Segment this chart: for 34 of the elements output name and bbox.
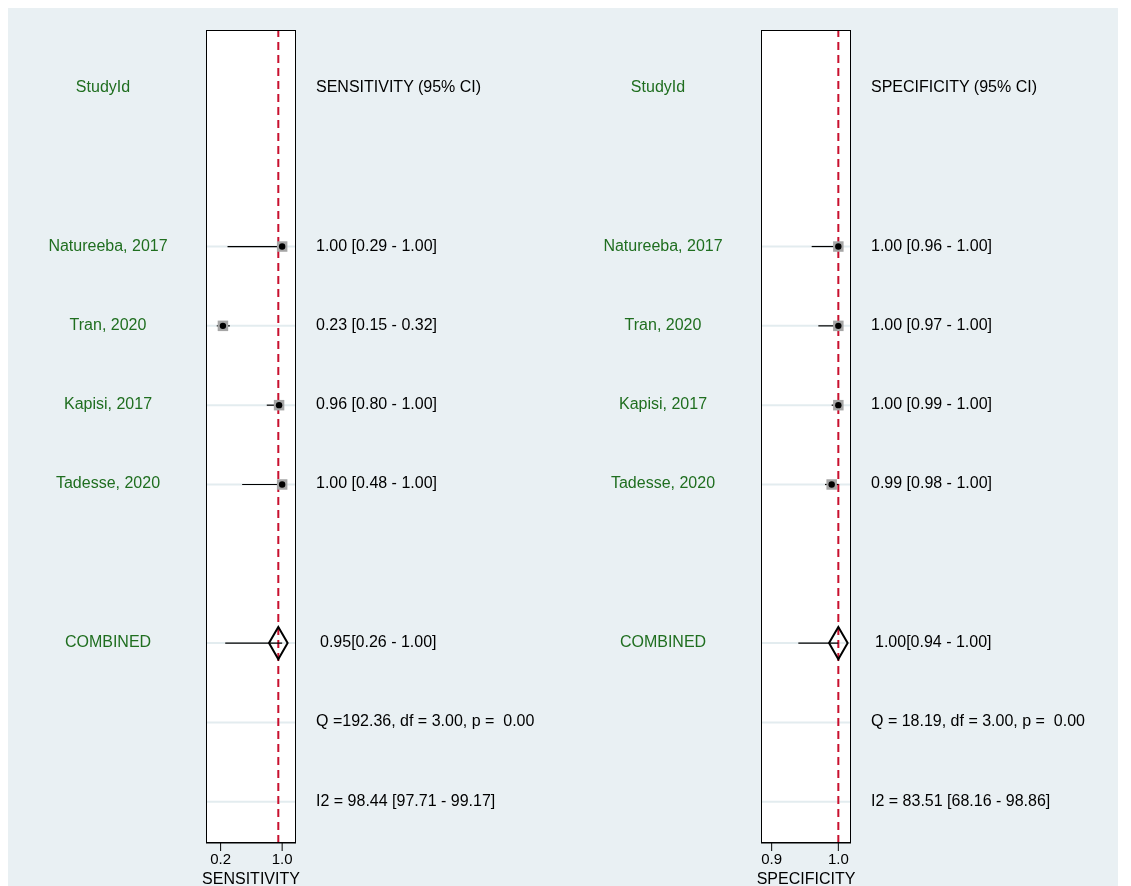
- y-tick-label: Kapisi, 2017: [62, 395, 154, 414]
- y-tick-label: Kapisi, 2017: [617, 395, 709, 414]
- y-axis-title: StudyId: [629, 77, 687, 96]
- data-label: 1.00 [0.99 - 1.00]: [871, 395, 992, 414]
- text: I2 = 83.51 [68.16 - 98.86]: [871, 791, 1051, 810]
- x-tick-label: 1.0: [271, 849, 293, 867]
- data-label: 0.23 [0.15 - 0.32]: [316, 315, 437, 334]
- data-label: 1.00 [0.29 - 1.00]: [316, 236, 437, 255]
- data-label: 1.00 [0.48 - 1.00]: [316, 474, 437, 493]
- x-axis-title: SPECIFICITY: [755, 870, 857, 886]
- y-axis-title: StudyId: [74, 77, 132, 96]
- y-tick-label: Natureeba, 2017: [602, 236, 724, 255]
- text: I2 = 98.44 [97.71 - 99.17]: [316, 791, 496, 810]
- data-label: 0.95[0.26 - 1.00]: [320, 633, 437, 652]
- data-label: 1.00 [0.96 - 1.00]: [871, 236, 992, 255]
- text: SPECIFICITY (95% CI): [871, 77, 1037, 96]
- x-tick-label: 0.2: [210, 849, 232, 867]
- x-axis-title: SENSITIVITY: [201, 870, 301, 886]
- y-tick-label: Tran, 2020: [623, 315, 703, 334]
- data-label: 1.00 [0.97 - 1.00]: [871, 315, 992, 334]
- data-label: 0.99 [0.98 - 1.00]: [871, 474, 992, 493]
- text: SENSITIVITY (95% CI): [316, 77, 482, 96]
- y-tick-label: Tadesse, 2020: [54, 474, 162, 493]
- x-tick-label: 0.9: [761, 849, 783, 867]
- text: Q =192.36, df = 3.00, p = 0.00: [316, 712, 535, 731]
- y-tick-label: Tran, 2020: [68, 315, 148, 334]
- y-tick-label: Tadesse, 2020: [609, 474, 717, 493]
- data-label: 0.96 [0.80 - 1.00]: [316, 395, 437, 414]
- y-tick-label: COMBINED: [63, 633, 153, 652]
- text: Q = 18.19, df = 3.00, p = 0.00: [871, 712, 1085, 731]
- x-tick-label: 1.0: [827, 849, 849, 867]
- y-tick-label: COMBINED: [618, 633, 708, 652]
- data-label: 1.00[0.94 - 1.00]: [875, 633, 992, 652]
- y-tick-label: Natureeba, 2017: [47, 236, 169, 255]
